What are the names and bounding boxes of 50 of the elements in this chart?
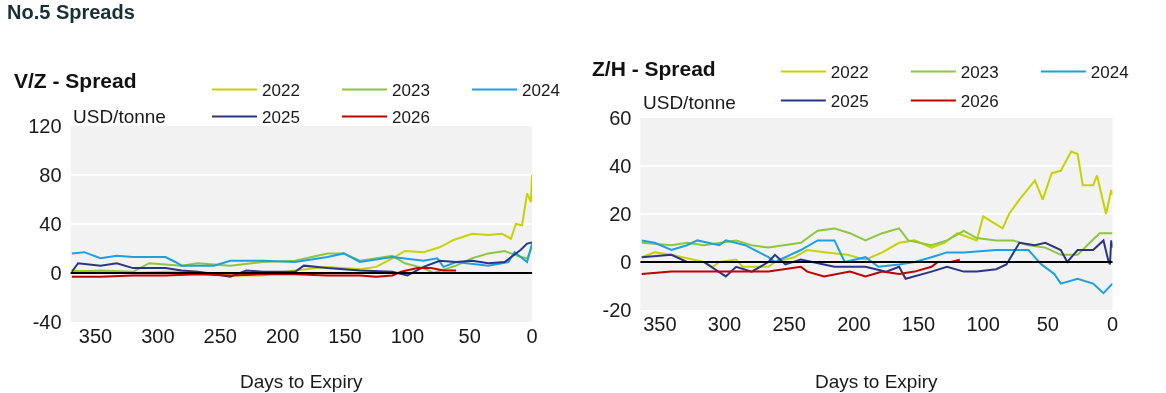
y-tick-label: 80 (39, 164, 62, 186)
x-tick-label: 300 (141, 325, 175, 347)
legend-label: 2022 (830, 63, 869, 83)
legend-label: 2026 (960, 92, 999, 112)
x-tick-label: 200 (837, 313, 871, 335)
x-tick-label: 150 (901, 313, 936, 335)
x-tick-label: 0 (526, 325, 538, 347)
y-tick-label: 0 (50, 262, 62, 284)
y-tick-label: 20 (609, 203, 632, 225)
line-series (70, 242, 533, 268)
y-tick-label: 120 (28, 115, 62, 137)
y-tick-label: 0 (620, 251, 632, 273)
chart-title: V/Z - Spread (14, 69, 137, 92)
x-tick-label: 250 (203, 325, 237, 347)
y-axis-title: USD/tonne (643, 92, 736, 113)
y-tick-label: -20 (602, 299, 632, 321)
line-series (70, 267, 457, 278)
x-axis-title: Days to Expiry (240, 371, 363, 392)
y-tick-label: 40 (609, 155, 632, 177)
x-tick-label: 50 (1036, 313, 1059, 335)
x-tick-label: 300 (707, 313, 742, 335)
x-tick-label: 100 (966, 313, 1000, 335)
x-tick-label: 150 (328, 325, 362, 347)
legend-label: 2023 (392, 81, 430, 101)
text: No.5 Spreads (7, 1, 135, 23)
line-series (640, 258, 961, 278)
legend-label: 2023 (960, 63, 999, 83)
line-series (640, 239, 1113, 280)
x-tick-label: 100 (390, 325, 425, 347)
x-tick-label: 200 (265, 325, 300, 347)
x-tick-label: 250 (772, 313, 806, 335)
line-series (640, 227, 1113, 256)
legend-label: 2025 (262, 108, 300, 128)
x-tick-label: 50 (458, 325, 481, 347)
legend-label: 2025 (830, 92, 869, 112)
line-series (640, 150, 1113, 268)
y-tick-label: -40 (32, 311, 62, 333)
chart-title: Z/H - Spread (592, 57, 716, 80)
x-tick-label: 350 (643, 313, 677, 335)
x-tick-label: 350 (78, 325, 113, 347)
line-series (640, 239, 1113, 295)
legend-label: 2024 (522, 81, 560, 101)
x-tick-label: 0 (1106, 313, 1119, 335)
legend-label: 2026 (392, 108, 430, 128)
y-axis-title: USD/tonne (73, 106, 166, 127)
x-axis-title: Days to Expiry (815, 371, 938, 392)
legend-label: 2024 (1090, 63, 1129, 83)
y-tick-label: 40 (39, 213, 62, 235)
y-tick-label: 60 (609, 107, 632, 129)
legend-label: 2022 (262, 81, 300, 101)
